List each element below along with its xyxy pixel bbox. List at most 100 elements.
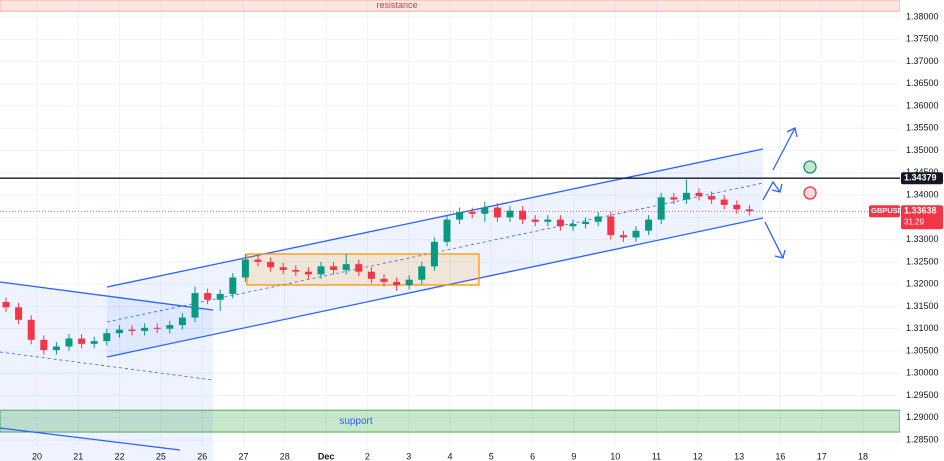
axis: 1.38000 1.37500 1.37000 1.36500 1.36000 1.355… bbox=[32, 11, 943, 461]
y-tick-label: 1.29500 bbox=[906, 390, 939, 400]
candle-body bbox=[65, 338, 73, 347]
candle-body bbox=[682, 192, 690, 200]
candle-body bbox=[279, 267, 287, 270]
y-tick-label: 1.37000 bbox=[906, 56, 939, 66]
candle-body bbox=[670, 197, 678, 200]
x-tick-label: 25 bbox=[156, 451, 166, 461]
candle-body bbox=[204, 293, 212, 300]
channel-lower bbox=[106, 217, 764, 358]
candles bbox=[2, 179, 753, 355]
candle-body bbox=[292, 269, 300, 272]
x-tick-label: 17 bbox=[817, 451, 827, 461]
candle-body bbox=[40, 339, 48, 351]
candle-body bbox=[128, 329, 136, 331]
candle-body bbox=[569, 224, 577, 227]
candle-body bbox=[607, 216, 615, 236]
zone-label: support bbox=[339, 416, 373, 427]
x-tick-label: 26 bbox=[197, 451, 207, 461]
old-channel-fill bbox=[0, 282, 213, 461]
last-price-tag bbox=[901, 205, 943, 230]
countdown-label: 31:29 bbox=[904, 217, 925, 226]
candle-body bbox=[229, 277, 237, 294]
trend-line bbox=[0, 281, 214, 311]
candle-body bbox=[153, 327, 161, 329]
price-line-label: 1.34379 bbox=[904, 173, 937, 183]
candle-body bbox=[267, 261, 275, 268]
y-tick-label: 1.37500 bbox=[906, 34, 939, 44]
candle-body bbox=[355, 264, 363, 272]
x-tick-label: 13 bbox=[734, 451, 744, 461]
candle-body bbox=[544, 219, 552, 222]
overlay: GBPUSD bbox=[0, 177, 904, 218]
candle-body bbox=[632, 230, 640, 238]
candle-body bbox=[594, 216, 602, 222]
candle-body bbox=[556, 219, 564, 227]
price-line-tag bbox=[901, 172, 943, 185]
candle-body bbox=[330, 266, 338, 270]
candle-body bbox=[241, 259, 249, 278]
x-tick-label: 10 bbox=[610, 451, 620, 461]
candle-body bbox=[695, 192, 703, 196]
arrow bbox=[772, 127, 796, 171]
y-tick-label: 1.36000 bbox=[906, 100, 939, 110]
channel-mid bbox=[106, 182, 764, 323]
x-tick-label: Dec bbox=[318, 451, 335, 461]
candle-body bbox=[443, 219, 451, 242]
x-tick-label: 27 bbox=[238, 451, 248, 461]
candle-body bbox=[15, 307, 23, 320]
y-tick-label: 1.33000 bbox=[906, 234, 939, 244]
x-tick-label: 9 bbox=[571, 451, 576, 461]
candle-body bbox=[342, 264, 350, 270]
y-tick-label: 1.35000 bbox=[906, 145, 939, 155]
candle-body bbox=[191, 293, 199, 318]
y-tick-label: 1.30500 bbox=[906, 345, 939, 355]
price-scale bbox=[900, 0, 944, 461]
candle-body bbox=[304, 271, 312, 275]
x-tick-label: 6 bbox=[530, 451, 535, 461]
candle-body bbox=[393, 281, 401, 286]
channel-upper bbox=[106, 148, 764, 288]
candle-body bbox=[52, 346, 60, 351]
candle-body bbox=[166, 325, 174, 329]
y-tick-label: 1.38000 bbox=[906, 11, 939, 21]
x-tick-label: 16 bbox=[775, 451, 785, 461]
x-tick-label: 3 bbox=[406, 451, 411, 461]
candle-body bbox=[519, 210, 527, 220]
x-tick-label: 21 bbox=[73, 451, 83, 461]
y-tick-label: 1.32000 bbox=[906, 279, 939, 289]
y-tick-label: 1.29000 bbox=[906, 412, 939, 422]
y-tick-label: 1.31500 bbox=[906, 301, 939, 311]
candle-body bbox=[178, 317, 186, 326]
candle-body bbox=[90, 341, 98, 344]
y-tick-label: 1.36500 bbox=[906, 78, 939, 88]
candle-body bbox=[582, 221, 590, 225]
candle-body bbox=[745, 209, 753, 212]
x-tick-label: 22 bbox=[115, 451, 125, 461]
candle-body bbox=[657, 197, 665, 220]
candle-body bbox=[619, 235, 627, 238]
x-tick-label: 28 bbox=[280, 451, 290, 461]
symbol-label: GBPUSD bbox=[871, 206, 904, 215]
candle-body bbox=[481, 207, 489, 214]
y-tick-label: 1.32500 bbox=[906, 256, 939, 266]
arrow-head bbox=[786, 127, 798, 138]
y-tick-label: 1.28500 bbox=[906, 434, 939, 444]
y-tick-label: 1.30000 bbox=[906, 368, 939, 378]
zones: resistance support bbox=[0, 0, 901, 433]
signal-up bbox=[803, 160, 817, 174]
candle-body bbox=[468, 212, 476, 214]
candle-body bbox=[733, 204, 741, 210]
candle-body bbox=[103, 333, 111, 342]
y-tick-label: 1.34000 bbox=[906, 189, 939, 199]
zone bbox=[0, 0, 901, 12]
x-tick-label: 2 bbox=[365, 451, 370, 461]
candle-body bbox=[456, 212, 464, 220]
candle-body bbox=[367, 271, 375, 279]
x-tick-label: 11 bbox=[652, 451, 661, 461]
candle-body bbox=[27, 319, 35, 340]
arrow bbox=[764, 221, 784, 259]
arrow-head bbox=[774, 249, 786, 259]
x-tick-label: 20 bbox=[32, 451, 42, 461]
